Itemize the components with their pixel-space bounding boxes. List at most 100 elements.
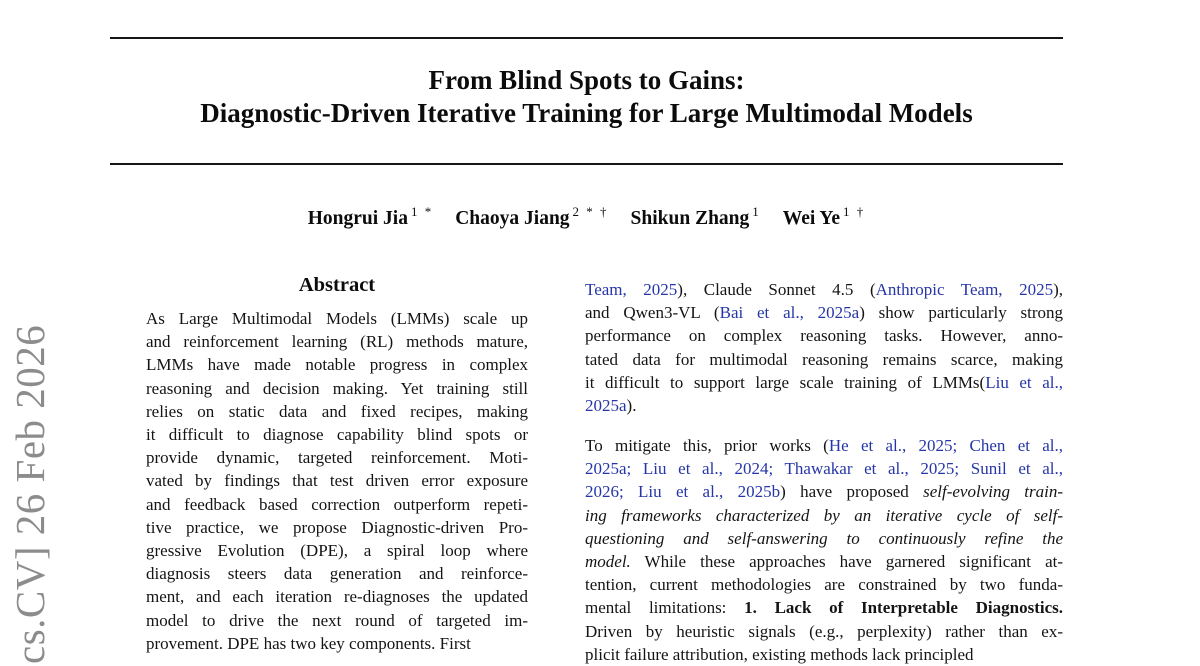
top-rule — [110, 37, 1063, 40]
text-line: model to drive the next round of targete… — [146, 609, 528, 632]
citation-link[interactable]: Team, 2025 — [585, 280, 678, 299]
author: Shikun Zhang 1 — [630, 204, 761, 229]
text-segment: ) have proposed — [780, 482, 924, 502]
right-column-paragraph-1: Team, 2025), Claude Sonnet 4.5 (Anthropi… — [585, 278, 1063, 417]
text-segment: To mitigate this, prior works ( — [585, 436, 829, 455]
abstract-body: As Large Multimodal Models (LMMs) scale … — [146, 307, 528, 655]
paper-title: From Blind Spots to Gains: Diagnostic-Dr… — [110, 64, 1063, 130]
citation-link[interactable]: Chen et al., — [969, 436, 1063, 455]
text-line: 2025a; Liu et al., 2024; Thawakar et al.… — [585, 457, 1063, 480]
text-line: diagnosis steers data generation and rei… — [146, 562, 528, 585]
text-segment: gressive Evolution (DPE), a spiral loop … — [146, 541, 528, 561]
text-line: relies on static data and fixed recipes,… — [146, 400, 528, 423]
text-line: performance on complex reasoning tasks. … — [585, 324, 1063, 347]
text-segment: ), — [1053, 280, 1063, 299]
text-line: and reinforcement learning (RL) methods … — [146, 330, 528, 353]
text-segment: tive practice, we propose Diagnostic-dri… — [146, 517, 528, 537]
citation-link[interactable]: 2025a — [585, 396, 627, 416]
author: Chaoya Jiang 2 * † — [455, 204, 608, 229]
author: Wei Ye 1 † — [782, 204, 865, 229]
text-segment: As Large Multimodal Models (LMMs) scale … — [146, 309, 528, 328]
text-line: ment, and each iteration re-diagnoses th… — [146, 585, 528, 608]
text-line: tated data for multimodal reasoning rema… — [585, 348, 1063, 371]
text-line: As Large Multimodal Models (LMMs) scale … — [146, 307, 528, 330]
author-name: Shikun Zhang — [630, 208, 750, 229]
citation-link[interactable]: Liu et al., 2025b — [638, 482, 781, 502]
abstract-heading: Abstract — [298, 274, 376, 296]
text-line: mental limitations: 1. Lack of Interpret… — [585, 596, 1063, 619]
citation-link[interactable]: Anthropic Team, 2025 — [875, 280, 1054, 299]
title-bottom-rule — [110, 163, 1063, 166]
text-segment: While these approaches have garnered sig… — [630, 552, 1063, 572]
text-segment: questioning and self-answering to contin… — [585, 528, 1063, 548]
text-line: reasoning and decision making. Yet train… — [146, 377, 528, 400]
text-segment: diagnosis steers data generation and rei… — [146, 564, 528, 584]
citation-link[interactable]: 2025a; — [585, 459, 643, 479]
text-segment: and feedback based correction outperform… — [146, 494, 528, 514]
text-line: Driven by heuristic signals (e.g., perpl… — [585, 620, 1063, 643]
text-line: 2026; Liu et al., 2025b) have proposed s… — [585, 480, 1063, 503]
text-segment: mental limitations: — [585, 598, 745, 618]
text-segment: it difficult to support large scale trai… — [585, 372, 986, 392]
author-name: Chaoya Jiang — [455, 208, 570, 229]
text-line: tive practice, we propose Diagnostic-dri… — [146, 516, 528, 539]
text-segment: LMMs have made notable progress in compl… — [146, 355, 528, 375]
text-line: Team, 2025), Claude Sonnet 4.5 (Anthropi… — [585, 278, 1063, 301]
author: Hongrui Jia 1 * — [307, 204, 433, 229]
author-list: Hongrui Jia 1 * Chaoya Jiang 2 * † Shikun Zh… — [110, 204, 1063, 230]
citation-link[interactable]: Thawakar et al., 2025; — [784, 459, 971, 479]
text-segment: ), Claude Sonnet 4.5 ( — [677, 280, 876, 299]
paper-title-line1: From Blind Spots to Gains: — [428, 65, 745, 95]
citation-link[interactable]: Bai et al., 2025a — [719, 303, 860, 323]
text-segment: ) show particularly strong — [859, 303, 1064, 323]
text-line: To mitigate this, prior works (He et al.… — [585, 434, 1063, 457]
text-line: and feedback based correction outperform… — [146, 493, 528, 516]
text-segment: and reinforcement learning (RL) methods … — [146, 332, 528, 352]
text-line: provement. DPE has two key components. F… — [146, 632, 528, 655]
text-segment: provement. DPE has two key components. F… — [146, 633, 471, 653]
citation-link[interactable]: Sunil et al., — [970, 459, 1063, 479]
text-segment: self-evolving train- — [923, 482, 1063, 502]
text-segment: ). — [626, 396, 637, 416]
text-segment: ing frameworks characterized by an itera… — [585, 505, 1063, 525]
text-segment: model. — [585, 552, 631, 572]
text-segment: provide dynamic, targeted reinforcement.… — [146, 448, 528, 468]
text-segment: relies on static data and fixed recipes,… — [146, 401, 528, 421]
citation-link[interactable]: 2026; — [585, 482, 639, 502]
text-line: vated by findings that test driven error… — [146, 469, 528, 492]
text-line: provide dynamic, targeted reinforcement.… — [146, 446, 528, 469]
text-line: gressive Evolution (DPE), a spiral loop … — [146, 539, 528, 562]
author-name: Wei Ye — [782, 208, 840, 229]
text-line: plicit failure attribution, existing met… — [585, 643, 1063, 666]
text-line: and Qwen3-VL (Bai et al., 2025a) show pa… — [585, 301, 1063, 324]
text-segment: model to drive the next round of targete… — [146, 610, 528, 630]
author-affiliation-marker: 1 † — [843, 204, 866, 219]
text-line: it difficult to diagnose capability blin… — [146, 423, 528, 446]
citation-link[interactable]: Liu et al., 2024; — [642, 459, 785, 479]
author-affiliation-marker: 1 — [752, 204, 761, 219]
text-line: ing frameworks characterized by an itera… — [585, 504, 1063, 527]
text-segment: and Qwen3-VL ( — [585, 303, 720, 323]
author-affiliation-marker: 1 * — [410, 204, 434, 219]
text-line: model. While these approaches have garne… — [585, 550, 1063, 573]
text-segment: performance on complex reasoning tasks. … — [585, 326, 1063, 346]
citation-link[interactable]: He et al., 2025; — [828, 436, 970, 455]
author-name: Hongrui Jia — [307, 208, 408, 229]
text-segment: tated data for multimodal reasoning rema… — [585, 349, 1063, 369]
text-segment: vated by findings that test driven error… — [146, 471, 528, 491]
author-affiliation-marker: 2 * † — [572, 204, 609, 219]
text-segment: 1. Lack of Interpretable Diagnostics. — [744, 598, 1063, 618]
right-column-paragraph-2: To mitigate this, prior works (He et al.… — [585, 434, 1063, 666]
text-segment: ment, and each iteration re-diagnoses th… — [146, 587, 528, 607]
text-line: 2025a). — [585, 394, 1063, 417]
citation-link[interactable]: Liu et al., — [985, 372, 1063, 392]
arxiv-watermark: cs.CV] 26 Feb 2026 — [7, 324, 53, 664]
text-segment: reasoning and decision making. Yet train… — [146, 378, 528, 398]
text-line: questioning and self-answering to contin… — [585, 527, 1063, 550]
text-segment: tention, current methodologies are const… — [585, 575, 1063, 595]
text-line: LMMs have made notable progress in compl… — [146, 353, 528, 376]
text-segment: Driven by heuristic signals (e.g., perpl… — [585, 621, 1063, 641]
text-line: tention, current methodologies are const… — [585, 573, 1063, 596]
text-line: it difficult to support large scale trai… — [585, 371, 1063, 394]
paper-title-line2: Diagnostic-Driven Iterative Training for… — [200, 98, 973, 128]
